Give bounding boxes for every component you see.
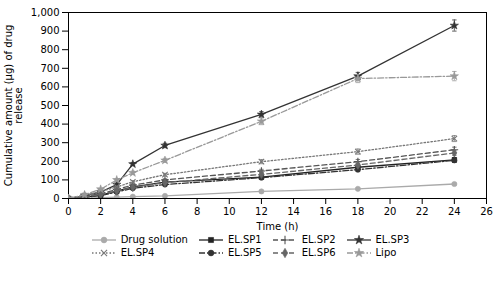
svg-text:0: 0 [65,206,71,217]
svg-text:22: 22 [416,206,429,217]
svg-text:14: 14 [287,206,300,217]
svg-text:Cumulative amount (µg) of drug: Cumulative amount (µg) of drugrelease [3,25,24,187]
svg-text:600: 600 [40,81,59,92]
svg-text:300: 300 [40,137,59,148]
svg-text:0: 0 [53,193,59,204]
svg-text:18: 18 [352,206,365,217]
svg-text:500: 500 [40,100,59,111]
svg-text:2: 2 [97,206,103,217]
html-text:EL.SP1: EL.SP1 [227,234,262,245]
html-text:EL.SP3: EL.SP3 [375,234,410,245]
html-text:Lipo: Lipo [375,247,397,258]
svg-text:6: 6 [162,206,168,217]
html-text:EL.SP6: EL.SP6 [301,247,336,258]
html-text:EL.SP4: EL.SP4 [120,247,155,258]
svg-text:700: 700 [40,63,59,74]
svg-text:10: 10 [223,206,236,217]
svg-text:16: 16 [319,206,332,217]
svg-text:800: 800 [40,44,59,55]
svg-text:4: 4 [130,206,136,217]
html-text:EL.SP5: EL.SP5 [227,247,262,258]
svg-text:400: 400 [40,118,59,129]
svg-text:1,000: 1,000 [31,7,60,18]
svg-text:24: 24 [448,206,461,217]
html-text:Drug solution: Drug solution [120,234,188,245]
svg-text:900: 900 [40,25,59,36]
svg-text:100: 100 [40,174,59,185]
svg-text:Time (h): Time (h) [256,221,299,232]
svg-text:200: 200 [40,156,59,167]
svg-text:26: 26 [480,206,493,217]
html-text:EL.SP2: EL.SP2 [301,234,336,245]
svg-text:20: 20 [384,206,397,217]
svg-text:8: 8 [194,206,200,217]
svg-text:12: 12 [255,206,268,217]
